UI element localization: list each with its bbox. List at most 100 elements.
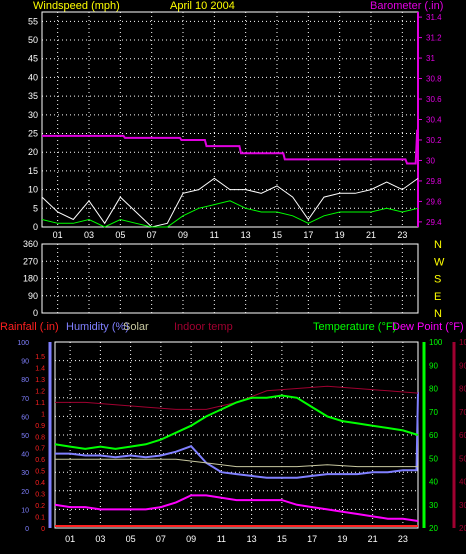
temperature-tick-label: 40 [429, 478, 438, 487]
rain-tick-label: 1.2 [35, 388, 45, 395]
y-tick-label: 0 [33, 222, 38, 232]
barometer-tick-label: 29.8 [426, 177, 442, 186]
dew-point-tick-label: 30 [459, 501, 466, 510]
legend-solar: Solar [123, 321, 149, 333]
humidity-tick-label: 20 [21, 489, 29, 496]
humidity-tick-label: 60 [21, 414, 29, 421]
humidity-tick-label: 10 [21, 507, 29, 514]
y-tick-label: 0 [33, 308, 38, 318]
direction-label: N [434, 308, 442, 320]
series-line-barometer [42, 129, 419, 165]
barometer-tick-label: 30.6 [426, 95, 442, 104]
dew-point-tick-label: 50 [459, 454, 466, 463]
y-tick-label: 40 [28, 72, 38, 82]
y-tick-label: 45 [28, 54, 38, 64]
rain-tick-label: 1.1 [35, 400, 45, 407]
rain-tick-label: 1.4 [35, 365, 45, 372]
x-tick-label: 05 [115, 230, 125, 240]
temperature-tick-label: 90 [429, 361, 438, 370]
direction-label: S [434, 274, 441, 286]
humidity-tick-label: 50 [21, 433, 29, 440]
y-tick-label: 270 [23, 256, 38, 266]
y-tick-label: 90 [28, 291, 38, 301]
x-tick-label: 23 [398, 534, 408, 544]
barometer-tick-label: 30.8 [426, 75, 442, 84]
x-tick-label: 19 [335, 230, 345, 240]
x-tick-label: 03 [95, 534, 105, 544]
x-tick-label: 07 [156, 534, 166, 544]
temperature-tick-label: 60 [429, 431, 438, 440]
x-tick-label: 17 [303, 230, 313, 240]
y-tick-label: 10 [28, 185, 38, 195]
barometer-tick-label: 30.2 [426, 136, 442, 145]
y-tick-label: 25 [28, 129, 38, 139]
rain-tick-label: 0.9 [35, 423, 45, 430]
rain-tick-label: 1.5 [35, 354, 45, 361]
series-line-humidity [55, 392, 419, 479]
barometer-tick-label: 29.6 [426, 197, 442, 206]
x-tick-label: 07 [147, 230, 157, 240]
x-tick-label: 01 [65, 534, 75, 544]
x-tick-label: 23 [397, 230, 407, 240]
x-tick-label: 21 [368, 534, 378, 544]
legend-humidity: Humidity (%) [66, 321, 129, 333]
barometer-tick-label: 31.4 [426, 13, 442, 22]
barometer-tick-label: 31 [426, 54, 435, 63]
wind-barometer-panel: 01 03 05 07 09 11 13 15 17 19 21 230510152025303540… [28, 11, 442, 240]
y-tick-label: 50 [28, 35, 38, 45]
rain-tick-label: 0.7 [35, 446, 45, 453]
y-tick-label: 30 [28, 110, 38, 120]
legend-dew-point: Dew Point (°F) [392, 321, 464, 333]
humidity-tick-label: 100 [17, 340, 29, 347]
x-tick-label: 01 [53, 230, 63, 240]
date-title: April 10 2004 [170, 0, 235, 12]
x-tick-label: 21 [366, 230, 376, 240]
temperature-tick-label: 30 [429, 501, 438, 510]
barometer-tick-label: 30 [426, 156, 435, 165]
windspeed-axis-title: Windspeed (mph) [33, 0, 120, 12]
dew-point-tick-label: 60 [459, 431, 466, 440]
x-tick-label: 09 [178, 230, 188, 240]
rain-tick-label: 1.3 [35, 377, 45, 384]
temperature-tick-label: 20 [429, 524, 438, 533]
temperature-tick-label: 100 [429, 338, 443, 347]
humidity-tick-label: 70 [21, 396, 29, 403]
x-tick-label: 13 [241, 230, 251, 240]
x-tick-label: 13 [247, 534, 257, 544]
temperature-tick-label: 70 [429, 408, 438, 417]
direction-label: E [434, 291, 441, 303]
x-tick-label: 15 [272, 230, 282, 240]
rain-tick-label: 0.4 [35, 480, 45, 487]
dew-point-tick-label: 100 [459, 338, 466, 347]
series-line-windspeed [41, 177, 419, 228]
humidity-tick-label: 0 [25, 526, 29, 533]
x-tick-label: 11 [210, 230, 219, 240]
rain-tick-label: 0.8 [35, 434, 45, 441]
y-tick-label: 360 [23, 239, 38, 249]
direction-label: N [434, 239, 442, 251]
humidity-tick-label: 40 [21, 452, 29, 459]
temperature-humidity-panel: 01 03 05 07 09 11 13 15 17 19 21 230102030405060708… [17, 338, 466, 544]
temperature-tick-label: 80 [429, 385, 438, 394]
x-tick-label: 05 [126, 534, 136, 544]
direction-label: W [434, 256, 445, 268]
y-tick-label: 15 [28, 166, 38, 176]
series-line-solar [55, 458, 418, 468]
legend-rainfall: Rainfall (.in) [0, 321, 59, 333]
wind-direction-panel: 0 N 90 E 180 S 270 W 360 N [23, 239, 445, 320]
series-line-dew-point [54, 494, 419, 522]
x-tick-label: 11 [217, 534, 226, 544]
barometer-tick-label: 29.4 [426, 218, 442, 227]
x-tick-label: 19 [337, 534, 347, 544]
dew-point-tick-label: 90 [459, 361, 466, 370]
y-tick-label: 35 [28, 91, 38, 101]
barometer-tick-label: 30.4 [426, 116, 442, 125]
legend-temperature: Temperature (°F) [313, 321, 396, 333]
rain-tick-label: 0.3 [35, 492, 45, 499]
barometer-tick-label: 31.2 [426, 34, 442, 43]
rain-tick-label: 0 [41, 526, 45, 533]
temperature-tick-label: 50 [429, 454, 438, 463]
rain-tick-label: 0.1 [35, 515, 45, 522]
